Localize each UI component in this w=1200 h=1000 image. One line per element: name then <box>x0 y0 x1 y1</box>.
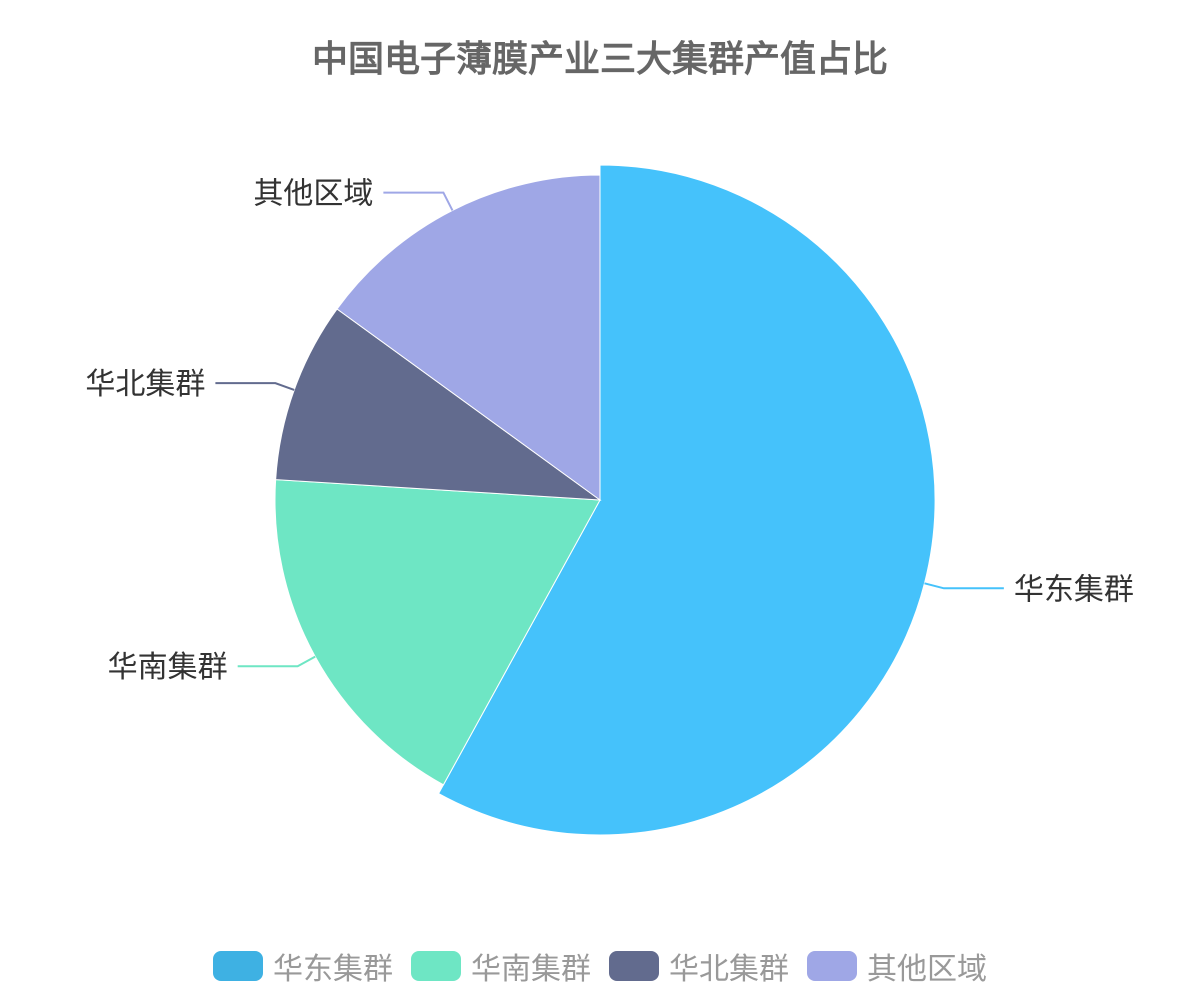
slice-label-2: 华北集群 <box>85 367 205 402</box>
legend-item-2[interactable]: 华北集群 <box>609 944 789 988</box>
legend-label: 华北集群 <box>669 952 789 987</box>
leader-line-0 <box>924 582 1004 590</box>
slice-label-1: 华南集群 <box>108 650 228 685</box>
leader-line-2 <box>215 382 295 391</box>
slice-label-0: 华东集群 <box>1014 572 1134 607</box>
leader-line-3 <box>383 191 454 211</box>
pie-slice-0[interactable] <box>437 164 936 836</box>
legend-label: 华南集群 <box>471 952 591 987</box>
legend-swatch <box>609 951 659 981</box>
pie-slice-2[interactable] <box>275 308 602 501</box>
legend: 华东集群 华南集群 华北集群 其他区域 <box>0 944 1200 988</box>
legend-swatch <box>213 951 263 981</box>
chart-title: 中国电子薄膜产业三大集群产值占比 <box>311 39 888 80</box>
legend-item-0[interactable]: 华东集群 <box>213 944 393 988</box>
slice-label-3: 其他区域 <box>253 177 373 212</box>
pie-slice-3[interactable] <box>336 174 601 501</box>
legend-item-3[interactable]: 其他区域 <box>807 944 987 988</box>
leader-line-1 <box>237 655 316 668</box>
legend-item-1[interactable]: 华南集群 <box>411 944 591 988</box>
legend-label: 其他区域 <box>867 952 987 987</box>
legend-swatch <box>807 951 857 981</box>
pie-slice-1[interactable] <box>274 479 601 786</box>
legend-swatch <box>411 951 461 981</box>
legend-label: 华东集群 <box>273 952 393 987</box>
